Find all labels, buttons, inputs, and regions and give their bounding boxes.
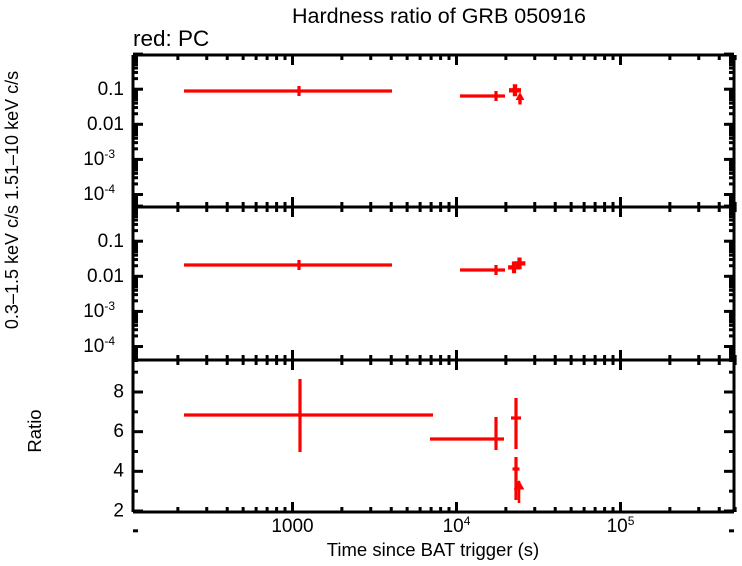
svg-text:0.1: 0.1 [98, 231, 124, 252]
svg-text:0.1: 0.1 [98, 79, 124, 100]
svg-text:Hardness ratio of GRB 050916: Hardness ratio of GRB 050916 [292, 4, 586, 28]
svg-text:0.01: 0.01 [87, 266, 124, 287]
svg-text:0.3–1.5 keV c/s 1.51–10 keV c: 0.3–1.5 keV c/s 1.51–10 keV c/s [2, 71, 22, 329]
svg-text:Ratio: Ratio [24, 409, 45, 452]
svg-text:4: 4 [113, 461, 124, 482]
svg-text:6: 6 [113, 421, 124, 442]
svg-text:1000: 1000 [271, 516, 313, 537]
svg-text:8: 8 [113, 382, 124, 403]
svg-text:red: PC: red: PC [133, 26, 209, 51]
svg-text:Time since BAT trigger (s): Time since BAT trigger (s) [327, 539, 539, 560]
svg-text:2: 2 [113, 501, 124, 522]
svg-text:0.01: 0.01 [87, 114, 124, 135]
